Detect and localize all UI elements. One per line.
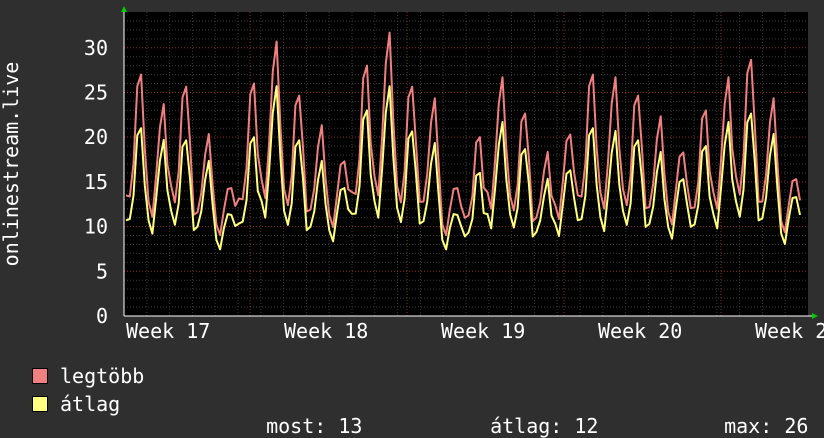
y-tick-label: 30 xyxy=(84,36,108,60)
y-tick-label: 10 xyxy=(84,215,108,239)
legend-item-avg: átlag xyxy=(32,390,144,418)
x-tick-labels: Week 17 Week 18 Week 19 Week 20 Week 2 xyxy=(126,319,824,340)
stat-now-value: 13 xyxy=(338,414,363,438)
y-tick-labels: 0 5 10 15 20 25 30 xyxy=(84,36,108,328)
legend: legtöbb átlag xyxy=(32,362,144,418)
legend-label-avg: átlag xyxy=(60,392,121,416)
stat-max-label: max: xyxy=(724,414,773,438)
y-tick-label: 5 xyxy=(96,259,108,283)
series-line-avg xyxy=(125,85,801,251)
x-tick-label: Week 17 xyxy=(126,319,210,340)
grid xyxy=(124,12,808,317)
stat-avg-label: átlag: xyxy=(490,414,563,438)
legend-swatch-avg xyxy=(32,396,48,412)
stat-now-label: most: xyxy=(266,414,327,438)
stat-max: max: 26 xyxy=(700,390,808,438)
y-tick-label: 15 xyxy=(84,170,108,194)
chart: 0 5 10 15 20 25 30 Week 17 Week 18 Week 19 Week 2… xyxy=(0,6,824,340)
x-tick-label: Week 20 xyxy=(598,319,682,340)
legend-label-max: legtöbb xyxy=(60,364,145,388)
y-axis-arrow xyxy=(121,6,127,12)
y-tick-label: 0 xyxy=(96,304,108,328)
x-tick-label: Week 18 xyxy=(284,319,368,340)
x-tick-label: Week 19 xyxy=(441,319,525,340)
series-line-max xyxy=(125,31,801,237)
series-lines xyxy=(125,31,801,251)
axes xyxy=(121,6,818,319)
stat-avg-value: 12 xyxy=(574,414,599,438)
stat-now: most: 13 xyxy=(242,390,362,438)
legend-swatch-max xyxy=(32,368,48,384)
stat-avg: átlag: 12 xyxy=(466,390,598,438)
x-tick-label: Week 2 xyxy=(755,319,824,340)
y-tick-label: 25 xyxy=(84,80,108,104)
x-axis-arrow xyxy=(812,313,818,319)
y-tick-label: 20 xyxy=(84,125,108,149)
legend-item-max: legtöbb xyxy=(32,362,144,390)
y-axis-label: onlinestream.live xyxy=(0,62,23,267)
stat-max-value: 26 xyxy=(784,414,809,438)
